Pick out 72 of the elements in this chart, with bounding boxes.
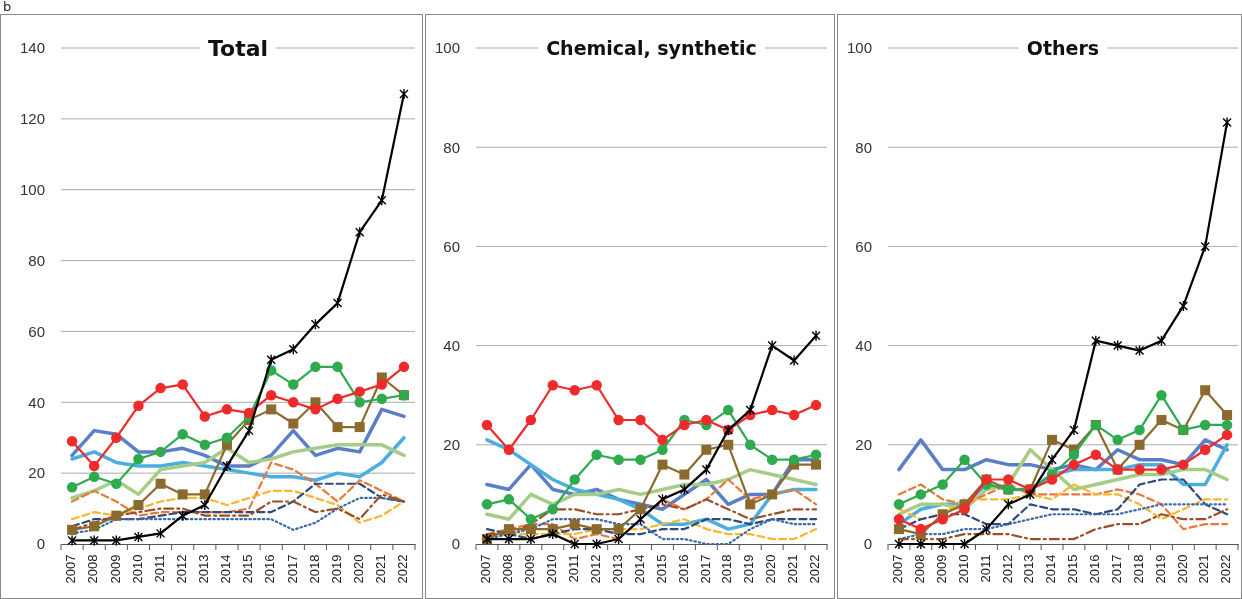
x-tick-label: 2021: [785, 554, 801, 584]
y-tick-label: 140: [19, 39, 45, 57]
chart-title: Total: [207, 35, 269, 61]
x-tick-label: 2008: [912, 554, 928, 584]
x-tick-label: 2018: [719, 554, 735, 584]
x-tick-label: 2022: [395, 554, 411, 584]
x-tick-label: 2017: [1108, 554, 1124, 584]
x-tick-label: 2019: [741, 554, 757, 584]
y-tick-label: 80: [443, 138, 460, 156]
x-tick-label: 2019: [328, 554, 344, 584]
y-tick-label: 80: [28, 251, 45, 269]
y-tick-label: 60: [443, 237, 460, 255]
x-tick-label: 2012: [587, 554, 603, 584]
x-tick-label: 2014: [1043, 554, 1059, 584]
y-tick-label: 20: [28, 464, 45, 482]
x-tick-label: 2021: [373, 554, 389, 584]
y-tick-label: 100: [434, 39, 460, 57]
x-tick-label: 2007: [890, 554, 906, 584]
y-tick-label: 0: [451, 535, 460, 553]
y-tick-label: 80: [855, 138, 872, 156]
x-tick-label: 2009: [107, 554, 123, 584]
x-tick-label: 2010: [543, 554, 559, 584]
text: b: [3, 0, 12, 14]
x-tick-label: 2012: [999, 554, 1015, 584]
chart-title: Chemical, synthetic: [546, 36, 757, 59]
x-tick-label: 2018: [306, 554, 322, 584]
x-tick-label: 2012: [173, 554, 189, 584]
x-tick-label: 2014: [631, 554, 647, 584]
x-tick-label: 2008: [85, 554, 101, 584]
y-tick-label: 40: [855, 336, 872, 354]
x-tick-label: 2009: [933, 554, 949, 584]
x-tick-label: 2013: [609, 554, 625, 584]
x-tick-label: 2008: [500, 554, 516, 584]
x-tick-label: 2017: [284, 554, 300, 584]
chart-title: Others: [1026, 36, 1100, 59]
y-tick-label: 20: [443, 436, 460, 454]
x-tick-label: 2009: [522, 554, 538, 584]
x-tick-label: 2019: [1152, 554, 1168, 584]
x-tick-label: 2015: [653, 554, 669, 584]
y-tick-label: 60: [28, 322, 45, 340]
y-tick-label: 40: [28, 393, 45, 411]
x-tick-label: 2011: [565, 554, 581, 583]
x-tick-label: 2021: [1196, 554, 1212, 584]
x-tick-label: 2007: [63, 554, 79, 584]
x-tick-label: 2020: [350, 554, 366, 584]
x-tick-label: 2010: [955, 554, 971, 584]
x-tick-label: 2022: [1218, 554, 1234, 584]
y-tick-label: 0: [863, 535, 872, 553]
y-tick-label: 40: [443, 336, 460, 354]
x-tick-label: 2017: [697, 554, 713, 584]
y-tick-label: 60: [855, 237, 872, 255]
x-tick-label: 2016: [675, 554, 691, 584]
x-tick-label: 2011: [151, 554, 167, 583]
x-tick-label: 2022: [807, 554, 823, 584]
x-tick-label: 2014: [218, 554, 234, 584]
x-tick-label: 2007: [478, 554, 494, 584]
x-tick-label: 2018: [1130, 554, 1146, 584]
y-tick-label: 100: [19, 181, 45, 199]
x-tick-label: 2015: [1065, 554, 1081, 584]
y-tick-label: 100: [846, 39, 872, 57]
y-tick-label: 0: [36, 535, 45, 553]
y-tick-label: 20: [855, 436, 872, 454]
x-tick-label: 2013: [196, 554, 212, 584]
x-tick-label: 2010: [129, 554, 145, 584]
x-tick-label: 2015: [240, 554, 256, 584]
y-tick-label: 120: [19, 110, 45, 128]
x-tick-label: 2016: [1087, 554, 1103, 584]
x-tick-label: 2020: [1174, 554, 1190, 584]
x-tick-label: 2016: [262, 554, 278, 584]
x-tick-label: 2013: [1021, 554, 1037, 584]
x-tick-label: 2011: [977, 554, 993, 583]
x-tick-label: 2020: [763, 554, 779, 584]
